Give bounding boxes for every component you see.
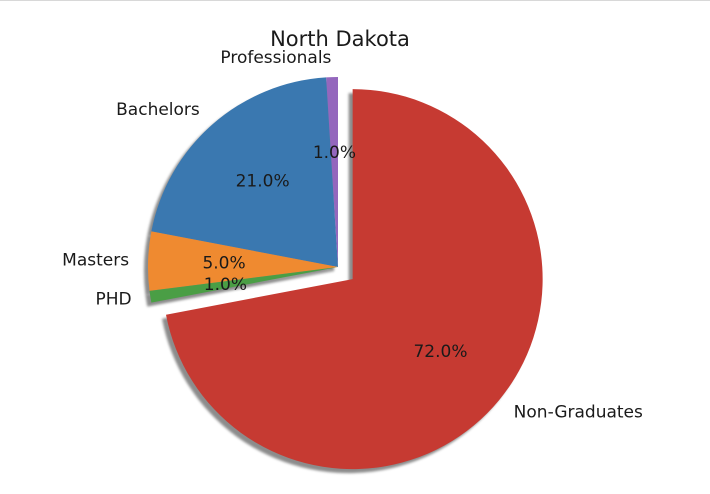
slice-percent-bachelors: 21.0%: [236, 171, 290, 191]
pie-slice-masters: [147, 231, 338, 291]
slice-label-masters: Masters: [62, 250, 129, 270]
pie-shadow-phd: [145, 271, 334, 307]
pie-slice-professionals: [326, 77, 338, 267]
slice-percent-non-graduates: 72.0%: [413, 342, 467, 362]
chart-title: North Dakota: [270, 27, 410, 51]
slice-label-phd: PHD: [95, 290, 131, 310]
pie-slice-bachelors: [151, 77, 338, 267]
slice-percent-masters: 5.0%: [202, 253, 245, 273]
slice-label-bachelors: Bachelors: [116, 100, 200, 120]
slice-label-professionals: Professionals: [220, 48, 331, 68]
slice-percent-phd: 1.0%: [204, 275, 247, 295]
slice-label-non-graduates: Non-Graduates: [514, 402, 643, 422]
pie-slice-non-graduates: [166, 89, 543, 470]
pie-slice-phd: [149, 267, 338, 303]
slice-percent-professionals: 1.0%: [313, 143, 356, 163]
